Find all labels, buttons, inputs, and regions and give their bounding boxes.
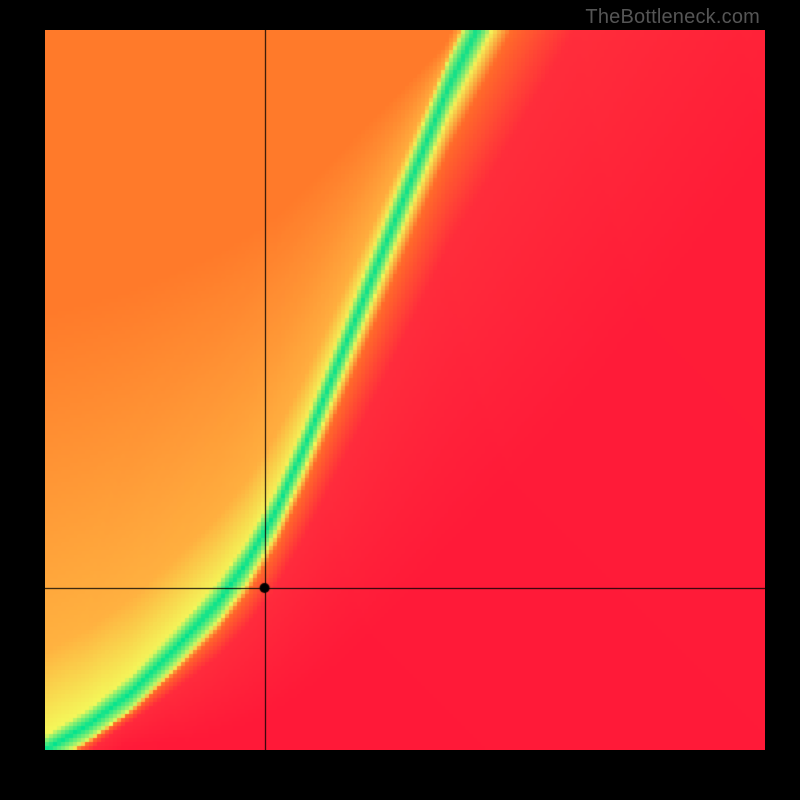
chart-container: TheBottleneck.com — [0, 0, 800, 800]
bottleneck-heatmap — [45, 30, 765, 750]
watermark-text: TheBottleneck.com — [585, 6, 760, 29]
